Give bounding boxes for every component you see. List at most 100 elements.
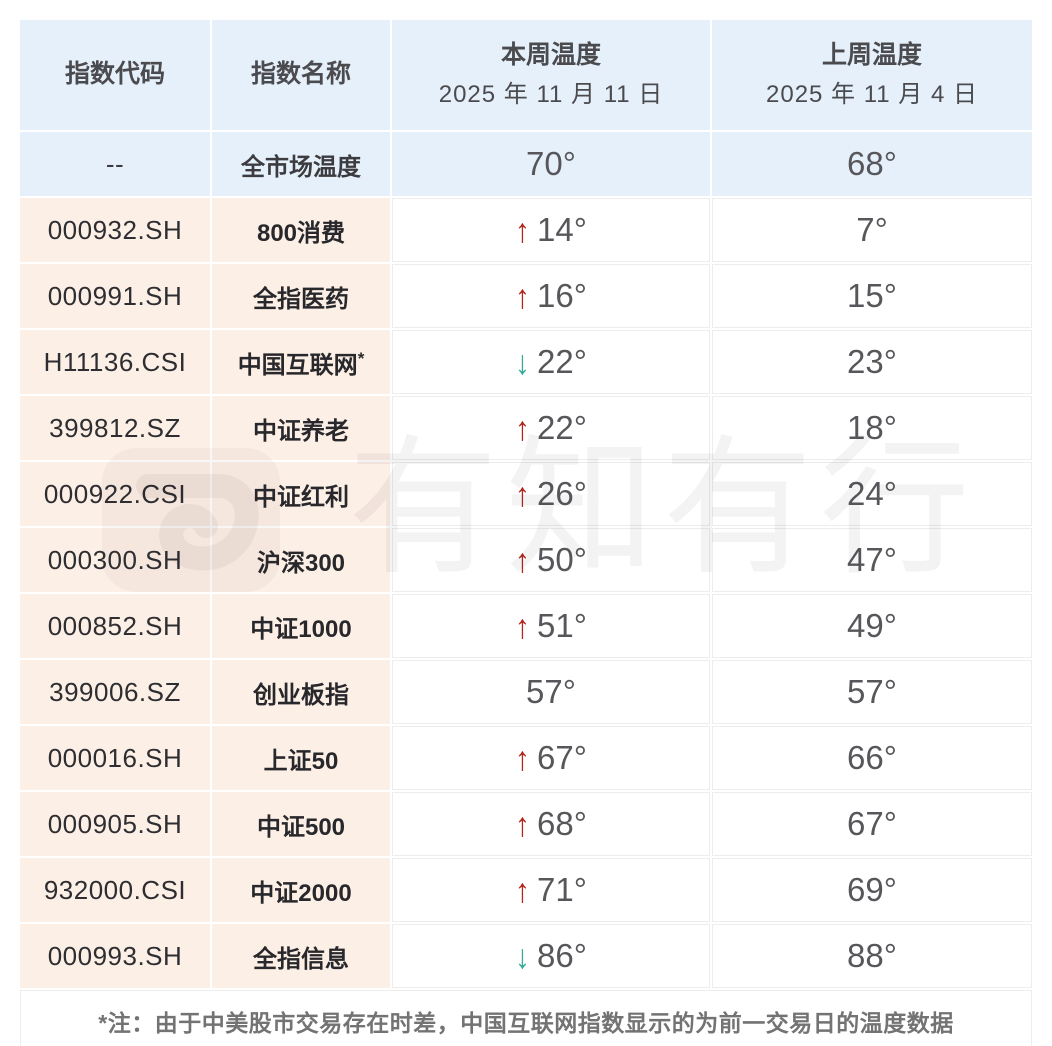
table-row: 000932.SH 800消费 ↑ 14° 7°: [20, 198, 1032, 262]
last-week-value: 69°: [847, 871, 897, 908]
last-week-cell: 47°: [712, 528, 1032, 592]
last-week-value: 47°: [847, 541, 897, 578]
this-week-cell: ↑ 71°: [392, 858, 710, 922]
index-name: 全指医药: [253, 285, 349, 313]
last-week-cell: 24°: [712, 462, 1032, 526]
this-week-value: 14°: [537, 211, 587, 248]
last-week-cell: 18°: [712, 396, 1032, 460]
index-name-cell: 上证50: [212, 726, 390, 790]
last-week-cell: 68°: [712, 132, 1032, 196]
trend-arrow-icon: ↑: [515, 476, 531, 514]
index-code: 000905.SH: [47, 808, 183, 839]
table-row: 000852.SH 中证1000 ↑ 51° 49°: [20, 594, 1032, 658]
last-week-cell: 66°: [712, 726, 1032, 790]
column-header-index-name: 指数名称: [212, 20, 390, 130]
last-week-title: 上周温度: [821, 40, 922, 69]
table-row: 932000.CSI 中证2000 ↑ 71° 69°: [20, 858, 1032, 922]
trend-arrow-icon: ↑: [515, 278, 531, 316]
index-name: 沪深300: [256, 549, 346, 577]
last-week-cell: 15°: [712, 264, 1032, 328]
index-code-cell: 399812.SZ: [20, 396, 210, 460]
index-name-cell: 中国互联网*: [212, 330, 390, 394]
this-week-cell: 57°: [392, 660, 710, 724]
this-week-title: 本周温度: [500, 40, 601, 69]
index-name: 创业板指: [253, 681, 349, 709]
index-name: 上证50: [263, 747, 339, 775]
index-code: 000993.SH: [47, 940, 183, 971]
index-code: 932000.CSI: [43, 874, 187, 905]
index-code-cell: H11136.CSI: [20, 330, 210, 394]
index-name: 中证1000: [250, 615, 352, 643]
index-code-cell: 000991.SH: [20, 264, 210, 328]
column-header-last-week: 上周温度 2025 年 11 月 4 日: [712, 20, 1032, 130]
index-name: 中证红利: [253, 483, 349, 511]
last-week-value: 67°: [847, 805, 897, 842]
trend-arrow-icon: ↑: [515, 410, 531, 448]
table-row: 000991.SH 全指医药 ↑ 16° 15°: [20, 264, 1032, 328]
last-week-cell: 57°: [712, 660, 1032, 724]
column-header-index-code: 指数代码: [20, 20, 210, 130]
index-code: 000991.SH: [47, 280, 183, 311]
this-week-value: 50°: [537, 541, 587, 578]
index-code-cell: 000922.CSI: [20, 462, 210, 526]
table-row: 000922.CSI 中证红利 ↑ 26° 24°: [20, 462, 1032, 526]
footnote: *注：由于中美股市交易存在时差，中国互联网指数显示的为前一交易日的温度数据: [20, 990, 1032, 1046]
header-row: 指数代码 指数名称 本周温度 2025 年 11 月 11 日 上周温度 202…: [20, 20, 1032, 130]
index-name-cell: 全指信息: [212, 924, 390, 988]
last-week-value: 7°: [856, 211, 888, 248]
index-name-cell: 中证500: [212, 792, 390, 856]
trend-arrow-icon: ↑: [515, 542, 531, 580]
index-name-cell: 中证养老: [212, 396, 390, 460]
index-code: 399006.SZ: [49, 676, 181, 707]
this-week-value: 67°: [537, 739, 587, 776]
index-name-cell: 创业板指: [212, 660, 390, 724]
this-week-value: 51°: [537, 607, 587, 644]
index-code-cell: 000852.SH: [20, 594, 210, 658]
trend-arrow-icon: ↓: [515, 344, 531, 382]
index-code: 399812.SZ: [49, 412, 181, 443]
index-name: 中证养老: [253, 417, 349, 445]
index-code: 000300.SH: [47, 544, 183, 575]
index-temperature-table: 指数代码 指数名称 本周温度 2025 年 11 月 11 日 上周温度 202…: [18, 18, 1034, 1046]
trend-arrow-icon: ↑: [515, 608, 531, 646]
table-row: 000016.SH 上证50 ↑ 67° 66°: [20, 726, 1032, 790]
index-name-cell: 800消费: [212, 198, 390, 262]
index-code-cell: 000993.SH: [20, 924, 210, 988]
last-week-value: 24°: [847, 475, 897, 512]
last-week-date: 2025 年 11 月 4 日: [766, 81, 978, 109]
index-code: 000922.CSI: [43, 478, 187, 509]
table-row: H11136.CSI 中国互联网* ↓ 22° 23°: [20, 330, 1032, 394]
this-week-cell: ↑ 22°: [392, 396, 710, 460]
this-week-cell: ↑ 67°: [392, 726, 710, 790]
index-code: 000852.SH: [47, 610, 183, 641]
this-week-cell: ↑ 14°: [392, 198, 710, 262]
index-name: 中证2000: [250, 879, 352, 907]
footnote-marker: *: [357, 348, 365, 368]
this-week-value: 86°: [537, 937, 587, 974]
index-code-cell: 932000.CSI: [20, 858, 210, 922]
this-week-value: 70°: [526, 145, 576, 182]
footnote-row: *注：由于中美股市交易存在时差，中国互联网指数显示的为前一交易日的温度数据: [20, 990, 1032, 1046]
this-week-value: 16°: [537, 277, 587, 314]
table-row: 000905.SH 中证500 ↑ 68° 67°: [20, 792, 1032, 856]
this-week-value: 26°: [537, 475, 587, 512]
index-code: H11136.CSI: [43, 346, 187, 377]
this-week-value: 68°: [537, 805, 587, 842]
trend-arrow-icon: ↑: [515, 806, 531, 844]
last-week-value: 49°: [847, 607, 897, 644]
last-week-cell: 88°: [712, 924, 1032, 988]
index-name-cell: 中证2000: [212, 858, 390, 922]
index-code-cell: 000016.SH: [20, 726, 210, 790]
index-name-cell: 全指医药: [212, 264, 390, 328]
table-row: -- 全市场温度 70° 68°: [20, 132, 1032, 196]
this-week-value: 22°: [537, 409, 587, 446]
this-week-value: 57°: [526, 673, 576, 710]
this-week-value: 22°: [537, 343, 587, 380]
table-row: 399006.SZ 创业板指 57° 57°: [20, 660, 1032, 724]
last-week-value: 68°: [847, 145, 897, 182]
last-week-value: 88°: [847, 937, 897, 974]
table-row: 399812.SZ 中证养老 ↑ 22° 18°: [20, 396, 1032, 460]
last-week-cell: 7°: [712, 198, 1032, 262]
index-name-cell: 全市场温度: [212, 132, 390, 196]
